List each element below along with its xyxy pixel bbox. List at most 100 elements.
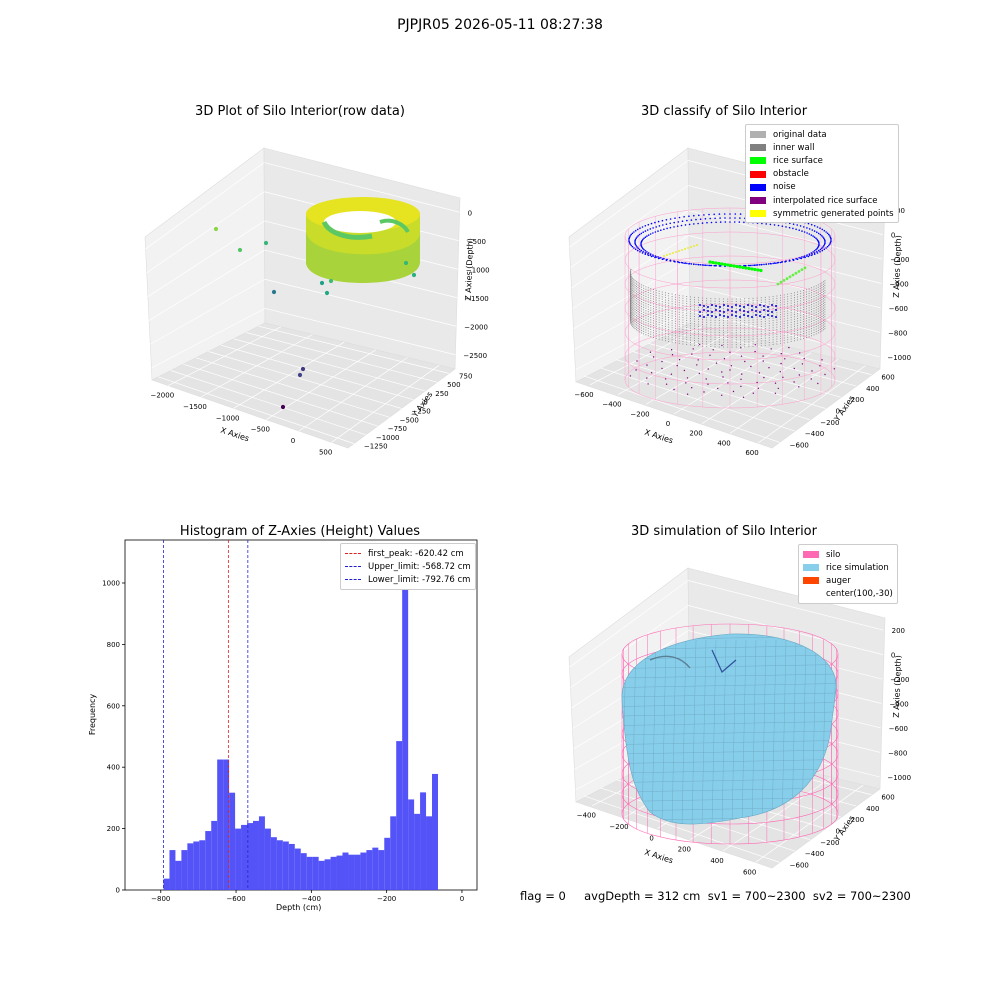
noise-point (804, 256, 806, 259)
noise-point (633, 231, 635, 233)
noise-point (686, 219, 688, 222)
legend-swatch (750, 157, 766, 165)
y-tick-label: −200 (820, 419, 839, 427)
rice-surface-point (788, 275, 792, 279)
noise-point (703, 305, 705, 307)
noise-point (654, 231, 657, 233)
noise-point (649, 253, 652, 255)
noise-point (719, 265, 722, 267)
wall-gridline (571, 210, 689, 289)
x-tick-label: −1500 (183, 403, 207, 411)
x-tick-label: −400 (302, 895, 321, 903)
noise-point (711, 315, 713, 317)
noise-point (816, 252, 819, 254)
interpolated-point (705, 378, 707, 380)
rice-surface-point (711, 260, 715, 265)
classify-plot-title: 3D classify of Silo Interior (640, 104, 808, 119)
noise-point (674, 217, 676, 219)
noise-point (693, 223, 695, 225)
noise-point (747, 315, 749, 317)
rice-surface-point (756, 268, 760, 272)
noise-point (647, 254, 650, 257)
noise-point (813, 252, 816, 254)
noise-point (649, 228, 652, 230)
wall-gridline (151, 308, 266, 369)
noise-point (723, 304, 725, 306)
noise-point (803, 255, 806, 257)
noise-point (810, 252, 813, 254)
outlier-point (319, 280, 325, 286)
noise-point (688, 262, 691, 265)
noise-point (763, 263, 765, 266)
interpolated-point (629, 375, 632, 377)
noise-point (788, 226, 791, 229)
noise-point (818, 243, 820, 245)
noise-point (644, 252, 647, 254)
noise-point (779, 261, 782, 264)
noise-point (751, 316, 753, 318)
noise-point (800, 257, 803, 260)
noise-point (739, 213, 742, 215)
noise-point (644, 225, 647, 227)
noise-point (703, 316, 705, 318)
noise-point (657, 220, 660, 223)
noise-point (743, 221, 745, 224)
noise-point (714, 217, 716, 220)
floor-gridline (616, 359, 811, 421)
interpolated-point (691, 353, 693, 355)
symmetric-point (696, 244, 698, 246)
legend-entry: auger (803, 574, 893, 587)
x-tick-label: 0 (460, 895, 464, 903)
noise-point (819, 233, 822, 236)
interpolated-point (782, 376, 784, 378)
interpolated-point (729, 351, 731, 353)
interpolated-point (707, 383, 709, 385)
noise-point (822, 246, 824, 248)
legend-label: inner wall (773, 142, 815, 153)
floor-gridline (183, 363, 378, 427)
noise-point (699, 311, 701, 313)
wall-gridline (569, 160, 689, 248)
noise-point (715, 221, 717, 224)
interpolated-point (770, 348, 772, 350)
noise-point (723, 315, 725, 317)
histogram-bar (360, 852, 367, 890)
noise-point (650, 255, 653, 258)
noise-point (709, 217, 711, 220)
mesh-line (641, 639, 647, 825)
noise-point (826, 232, 829, 235)
interpolated-point (741, 373, 743, 375)
histogram-bar (169, 850, 176, 890)
interpolated-point (768, 367, 770, 369)
noise-point (811, 229, 814, 231)
noise-point (735, 311, 737, 313)
rice-surface-point (741, 265, 745, 270)
x-tick-label: 0 (666, 420, 670, 428)
x-tick-label: 600 (745, 449, 758, 457)
noise-point (654, 256, 656, 259)
noise-point (715, 316, 717, 318)
histogram-bar (348, 854, 355, 890)
legend-swatch (345, 579, 361, 581)
noise-point (634, 242, 636, 245)
noise-point (647, 223, 650, 226)
noise-point (747, 304, 749, 306)
histogram-bar (420, 792, 427, 890)
y-tick-label: −250 (412, 408, 431, 416)
noise-point (830, 240, 832, 243)
mesh-line (621, 768, 837, 774)
y-tick-label: 0 (836, 828, 840, 836)
interpolated-point (744, 360, 746, 363)
interpolated-point (698, 372, 700, 375)
noise-point (652, 227, 654, 229)
interpolated-point (803, 357, 805, 360)
outlier-point (237, 247, 243, 253)
noise-point (710, 221, 713, 224)
noise-point (755, 314, 757, 316)
noise-point (776, 262, 779, 264)
histogram-bar (288, 843, 295, 890)
histogram-bar (336, 855, 343, 890)
histogram-bar (205, 831, 212, 890)
interpolated-point (810, 378, 812, 380)
noise-point (680, 224, 683, 227)
